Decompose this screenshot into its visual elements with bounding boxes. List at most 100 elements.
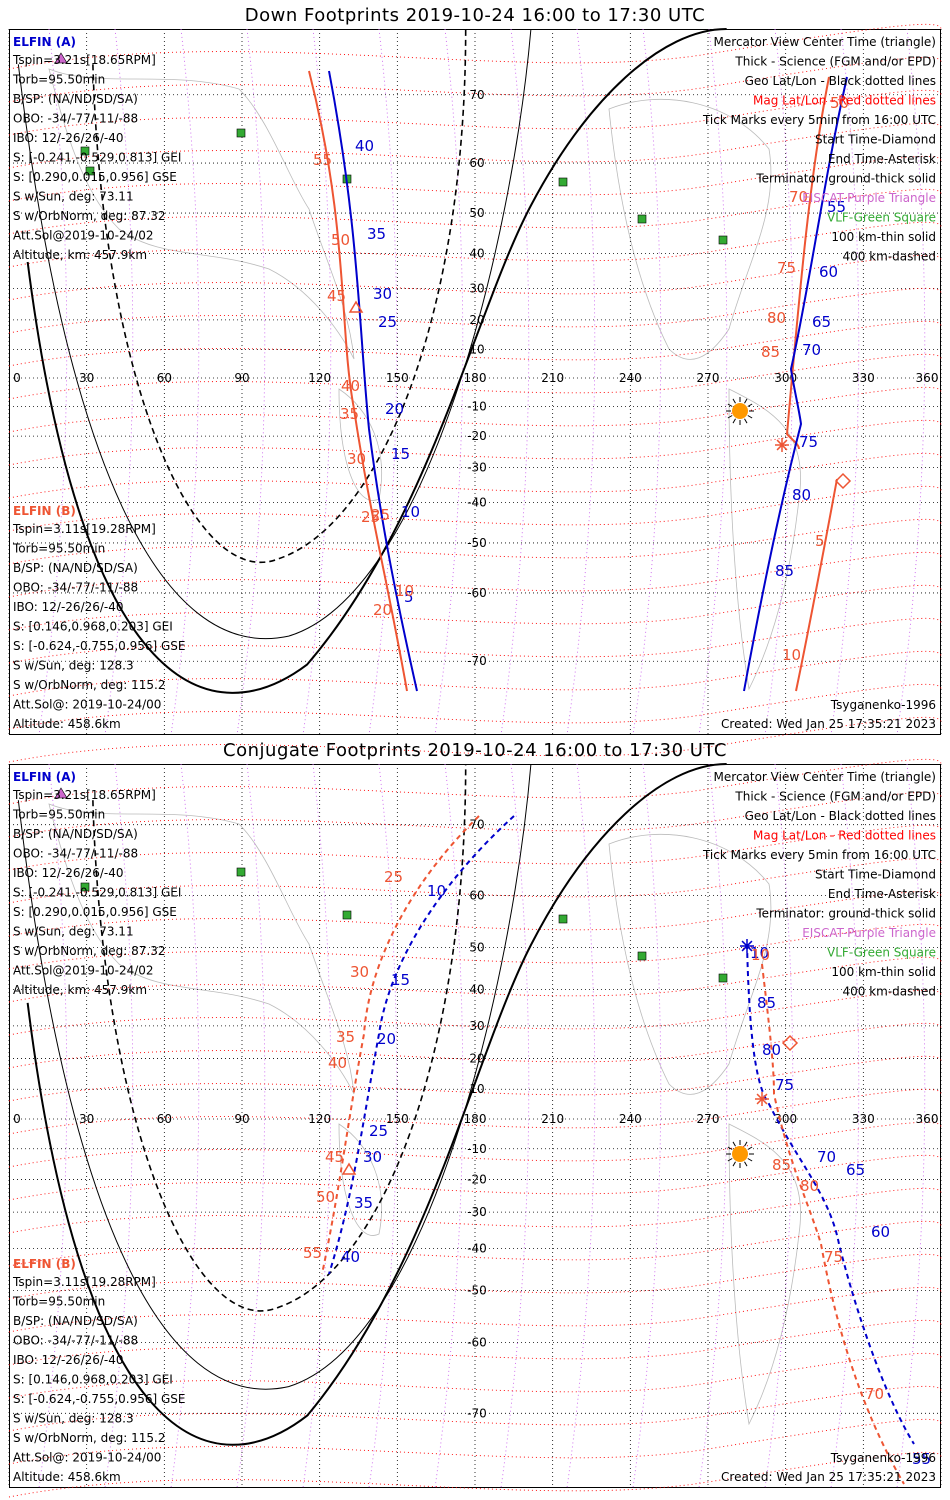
elfin-a-info-line: IBO: 12/-26/26/-40 [13, 131, 124, 145]
mag-lat-line [8, 716, 942, 763]
mag-lat-line [8, 1451, 942, 1498]
elfin-b-track-label: 85 [761, 343, 780, 361]
elfin-a-info-line: S w/Sun, deg: 73.11 [13, 190, 134, 204]
continent-outline-0 [48, 68, 355, 360]
mag-meridian-line [368, 28, 398, 736]
elfin-a-track-label: 55 [827, 198, 846, 216]
elfin-a-track-label: 25 [369, 1122, 388, 1140]
mag-lat-line [8, 1154, 942, 1201]
legend-line: Mag Lat/Lon - Red dotted lines [753, 829, 936, 843]
asterisk-stroke [741, 940, 753, 952]
lat-tick-label: 20 [469, 313, 484, 327]
elfin-a-info-line: B/SP: (NA/ND/SD/SA) [13, 827, 138, 841]
legend-line: 100 km-thin solid [831, 230, 936, 244]
mag-lat-line [8, 758, 942, 805]
legend-line: Terminator: ground-thick solid [755, 907, 936, 921]
elfin-a-track-label: 80 [762, 1041, 781, 1059]
lat-tick-label: 70 [469, 88, 484, 102]
lat-tick-label: -40 [467, 496, 487, 510]
lon-tick-label: 210 [541, 1112, 564, 1126]
mag-lat-line [8, 320, 942, 367]
elfin-a-track-label: 75 [775, 1076, 794, 1094]
lon-tick-label: 210 [541, 371, 564, 385]
lon-tick-label: 30 [79, 1112, 94, 1126]
mag-lat-line [8, 254, 942, 301]
legend-line: Thick - Science (FGM and/or EPD) [734, 55, 936, 69]
elfin-a-info-line: S: [-0.241,-0.529,0.813] GEI [13, 886, 181, 900]
elfin-b-info-line: S: [-0.624,-0.755,0.956] GSE [13, 1392, 186, 1406]
lon-tick-label: 90 [234, 1112, 249, 1126]
elfin-a-info-line: S w/Sun, deg: 73.11 [13, 925, 134, 939]
mag-lat-line [8, 1055, 942, 1102]
elfin-a-info-line: S w/OrbNorm, deg: 87.32 [13, 209, 165, 223]
lat-tick-label: 30 [469, 1019, 484, 1033]
elfin-b-info-line: S: [0.146,0.968,0.203] GEI [13, 620, 173, 634]
continent-outline-3 [728, 1123, 801, 1426]
elfin-b-info-line: OBO: -34/-77/-11/-88 [13, 1334, 138, 1348]
mag-lat-line [8, 56, 942, 103]
legend-line: End Time-Asterisk [828, 152, 936, 166]
lat-tick-label: 60 [469, 156, 484, 170]
elfin-a-info-line: Altitude, km: 457.9km [13, 248, 147, 262]
lat-tick-label: -60 [467, 1335, 487, 1349]
mag-meridian-line [500, 28, 530, 736]
elfin-b-track-label: 30 [350, 963, 369, 981]
elfin-b-track-label: 35 [340, 405, 359, 423]
model-name: Tsyganenko-1996 [830, 698, 936, 712]
vlf-square-icon [718, 973, 728, 983]
elfin-b-track-label: 50 [316, 1188, 335, 1206]
elfin-a-track-label: 10 [427, 882, 446, 900]
terminator-ground-line [26, 763, 727, 1446]
vlf-square-icon [342, 910, 352, 920]
legend-line: VLF-Green Square [827, 946, 936, 960]
elfin-a-info-line: OBO: -34/-77/-11/-88 [13, 847, 138, 861]
sun-ray [732, 1141, 736, 1147]
elfin-a-track-label: 10 [401, 503, 420, 521]
end-asterisk-icon [775, 438, 789, 452]
elfin-b-east-track [785, 76, 830, 450]
created-timestamp: Created: Wed Jan 25 17:35:21 2023 [721, 1470, 936, 1484]
elfin-b-track-label: 20 [373, 601, 392, 619]
continent-outline-2 [608, 99, 772, 360]
lon-tick-label: 180 [464, 1112, 487, 1126]
legend-line: Geo Lat/Lon - Black dotted lines [745, 74, 936, 88]
elfin-b-info-line: Att.Sol@: 2019-10-24/00 [13, 698, 161, 712]
elfin-a-track-label: 70 [802, 341, 821, 359]
legend-line: Mercator View Center Time (triangle) [714, 35, 936, 49]
elfin-a-east-track [743, 76, 848, 692]
elfin-b-track-label: 25 [361, 508, 380, 526]
start-diamond-icon [781, 1034, 799, 1052]
mag-meridian-line [764, 28, 794, 736]
mag-lat-line [8, 1418, 942, 1465]
mag-lat-line [8, 386, 942, 433]
down-footprints-map: 0 30 60 90 120 150 180 210 240 270 300 330 360706050… [8, 23, 942, 763]
elfin-b-track-label: 75 [824, 1248, 843, 1266]
vlf-square-icon [80, 882, 90, 892]
sun-disc [732, 403, 748, 419]
elfin-a-track-label: 85 [757, 994, 776, 1012]
elfin-a-track-label: 30 [363, 1148, 382, 1166]
elfin-a-info-line: S: [0.290,0.015,0.956] GSE [13, 170, 177, 184]
mag-meridian-line [170, 28, 200, 736]
end-asterisk-icon [740, 939, 754, 953]
mag-lat-line [8, 419, 942, 466]
legend-line: EISCAT-Purple Triangle [802, 926, 936, 940]
mag-lat-line [8, 518, 942, 565]
lat-tick-label: 70 [469, 818, 484, 832]
continent-outline-0 [48, 803, 355, 1095]
elfin-a-track-label: 10 [750, 944, 769, 962]
lon-tick-label: 360 [916, 371, 939, 385]
lat-tick-label: 50 [469, 941, 484, 955]
elfin-b-info-line: IBO: 12/-26/26/-40 [13, 1353, 124, 1367]
elfin-a-west-track [328, 815, 515, 1275]
elfin-a-info-line: S: [0.290,0.015,0.956] GSE [13, 905, 177, 919]
elfin-b-info-line: S w/Sun, deg: 128.3 [13, 1412, 134, 1426]
legend-line: 400 km-dashed [842, 250, 936, 264]
elfin-a-track-label: 20 [385, 400, 404, 418]
elfin-a-name: ELFIN (A) [13, 35, 76, 49]
terminator-400km-line [92, 763, 467, 1312]
sun-ray [747, 415, 753, 419]
lat-tick-label: -40 [467, 1241, 487, 1255]
elfin-b-name: ELFIN (B) [13, 1257, 76, 1271]
vlf-square-icon [236, 128, 246, 138]
